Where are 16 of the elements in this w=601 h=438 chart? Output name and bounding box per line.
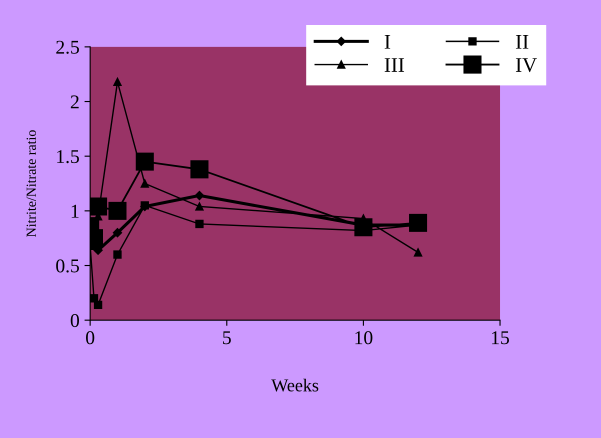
- x-tick-label: 10: [355, 331, 372, 344]
- y-tick-label: 0.5: [56, 259, 79, 273]
- y-tick-label: 1: [72, 204, 79, 218]
- y-tick-label: 2: [70, 95, 79, 108]
- y-axis-title: Nitrite/Nitrate ratio: [26, 130, 36, 237]
- x-tick-label: 0: [86, 331, 94, 344]
- legend-label: III: [384, 58, 404, 72]
- y-tick-label: 1.5: [57, 150, 79, 164]
- legend-label: IV: [516, 58, 537, 72]
- legend-label: I: [384, 35, 390, 49]
- y-tick-label: 0: [70, 314, 79, 328]
- x-tick-label: 15: [492, 331, 509, 344]
- x-axis-title: Weeks: [271, 378, 318, 392]
- y-tick-label: 2.5: [56, 40, 79, 54]
- legend-label: II: [516, 35, 528, 49]
- x-tick-label: 5: [223, 331, 231, 344]
